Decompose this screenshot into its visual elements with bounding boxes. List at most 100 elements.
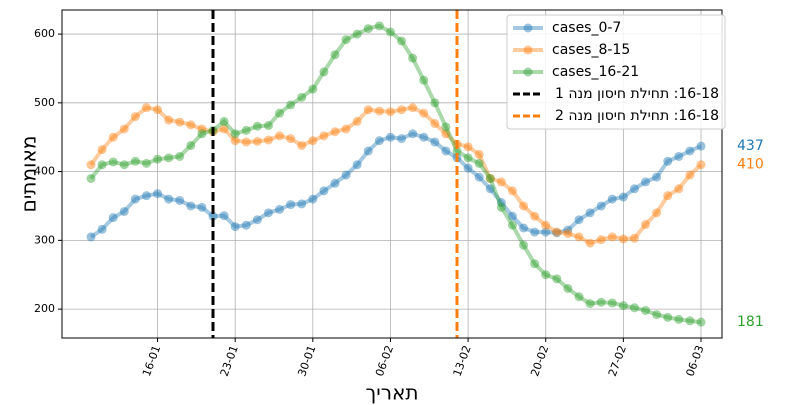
marker: [618, 234, 628, 244]
marker: [130, 112, 140, 122]
marker: [153, 105, 163, 115]
marker: [607, 194, 617, 204]
marker: [153, 189, 163, 199]
marker: [663, 156, 673, 166]
marker: [341, 35, 351, 45]
marker: [685, 316, 695, 326]
plot-frame: [61, 9, 723, 339]
marker: [141, 103, 151, 113]
marker: [641, 305, 651, 315]
marker: [485, 184, 495, 194]
marker: [463, 142, 473, 152]
end-value-label: 437: [737, 138, 764, 154]
marker: [397, 134, 407, 144]
marker: [97, 145, 107, 155]
marker: [541, 220, 551, 230]
marker: [596, 201, 606, 211]
marker: [519, 240, 529, 250]
marker: [530, 227, 540, 237]
x-tick-label: 16-01: [140, 344, 163, 378]
marker: [674, 184, 684, 194]
legend-marker: [523, 23, 533, 33]
marker: [319, 131, 329, 141]
marker: [263, 121, 273, 131]
legend-label: cases_16-21: [552, 64, 639, 80]
marker: [408, 129, 418, 139]
marker: [175, 151, 185, 161]
marker: [552, 227, 562, 237]
marker: [330, 178, 340, 188]
marker: [219, 116, 229, 126]
marker: [574, 292, 584, 302]
marker: [374, 106, 384, 116]
marker: [419, 75, 429, 85]
marker: [141, 158, 151, 168]
marker: [585, 208, 595, 218]
marker: [363, 146, 373, 156]
marker: [652, 310, 662, 320]
marker: [674, 151, 684, 161]
marker: [275, 108, 285, 118]
marker: [108, 157, 118, 167]
marker: [629, 184, 639, 194]
marker: [463, 163, 473, 173]
marker: [153, 154, 163, 164]
marker: [541, 227, 551, 237]
marker: [175, 117, 185, 127]
marker: [596, 297, 606, 307]
legend-label: cases_0-7: [552, 20, 621, 36]
x-tick-label: 06-02: [373, 344, 396, 378]
y-tick-label: 400: [34, 165, 55, 178]
marker: [286, 134, 296, 144]
marker: [629, 303, 639, 313]
marker: [441, 129, 451, 139]
x-tick-label: 06-03: [683, 344, 706, 378]
marker: [618, 301, 628, 311]
marker: [652, 172, 662, 182]
y-axis-label: מאומתים: [17, 136, 41, 213]
marker: [430, 118, 440, 128]
marker: [230, 222, 240, 232]
marker: [275, 131, 285, 141]
legend-label: 16-18: תחילת חיסון מנה 1: [555, 86, 719, 102]
marker: [230, 129, 240, 139]
marker: [563, 225, 573, 235]
marker: [519, 201, 529, 211]
marker: [685, 170, 695, 180]
marker: [374, 136, 384, 146]
marker: [108, 132, 118, 142]
marker: [663, 312, 673, 322]
marker: [419, 108, 429, 118]
marker: [385, 107, 395, 117]
marker: [252, 136, 262, 146]
series-line: [89, 105, 703, 246]
legend-marker: [523, 45, 533, 55]
marker: [363, 24, 373, 34]
marker: [485, 173, 495, 183]
y-tick-label: 600: [34, 27, 55, 40]
marker: [263, 135, 273, 145]
marker: [241, 220, 251, 230]
marker: [530, 211, 540, 221]
marker: [197, 202, 207, 212]
marker: [596, 235, 606, 245]
marker: [230, 136, 240, 146]
marker: [474, 149, 484, 159]
end-value-label: 410: [737, 157, 764, 173]
marker: [319, 186, 329, 196]
series-line: [89, 23, 702, 325]
x-tick-label: 13-02: [451, 344, 474, 378]
marker: [263, 208, 273, 218]
marker: [507, 211, 517, 221]
marker: [252, 215, 262, 225]
marker: [541, 270, 551, 280]
marker: [164, 115, 174, 125]
marker: [186, 201, 196, 211]
marker: [496, 202, 506, 212]
marker: [463, 153, 473, 163]
marker: [385, 132, 395, 142]
marker: [563, 228, 573, 238]
marker: [585, 238, 595, 248]
y-tick-label: 500: [34, 96, 55, 109]
